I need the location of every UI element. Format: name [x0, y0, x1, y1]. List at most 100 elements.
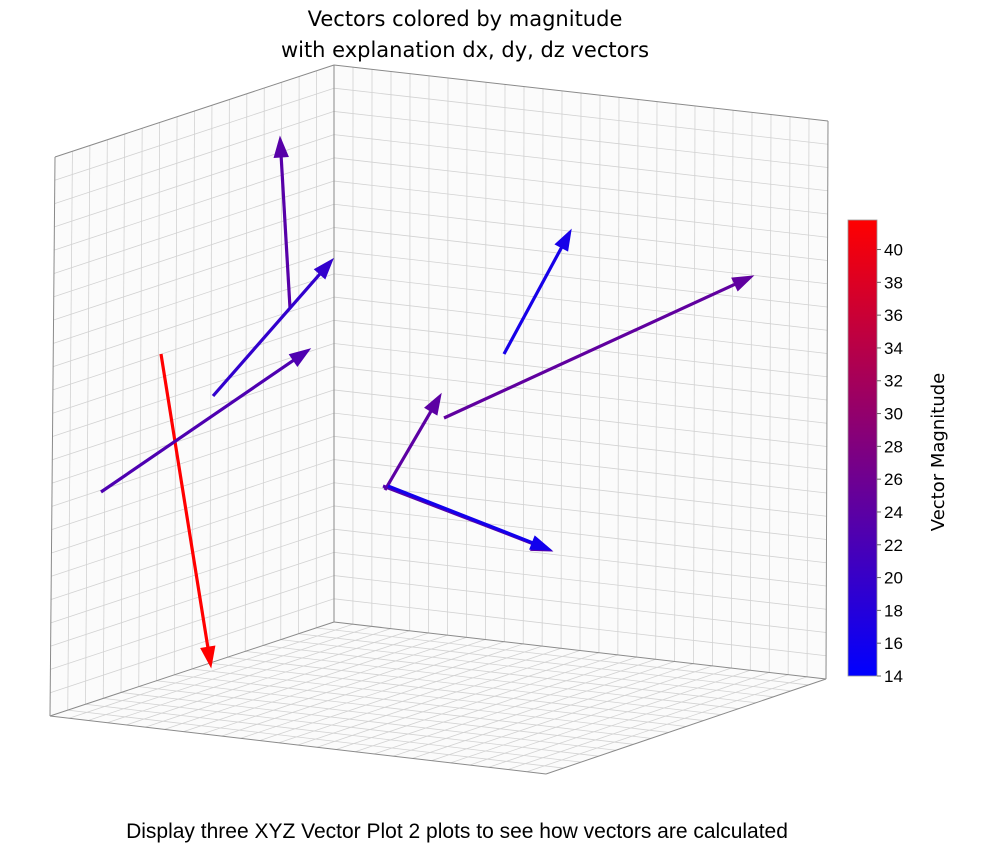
- grid-line: [244, 93, 248, 652]
- grid-line: [107, 628, 391, 724]
- frame-edge: [54, 64, 335, 158]
- plot-walls: [50, 65, 828, 774]
- colorbar-tick-label: 28: [884, 437, 903, 456]
- grid-line: [484, 82, 487, 640]
- vector-arrow: [159, 353, 216, 669]
- colorbar: 14 16 18 20 22 24 26 28 30 32 34 36 38 40 Vector Magn…: [847, 219, 949, 686]
- grid-line: [412, 663, 694, 759]
- colorbar-tick-label: 24: [884, 503, 903, 522]
- vector-shaft: [279, 156, 292, 309]
- vector-arrowhead: [424, 392, 442, 416]
- grid-line: [488, 672, 770, 768]
- grid-line: [469, 669, 751, 766]
- vector-arrow: [383, 392, 442, 491]
- grid-line: [259, 645, 543, 741]
- vector-shaft: [443, 282, 736, 420]
- grid-line: [67, 151, 73, 711]
- grid-line: [712, 108, 715, 666]
- vector-shaft: [159, 353, 210, 648]
- vector-shaft: [387, 484, 533, 545]
- grid-line: [202, 639, 486, 735]
- vector-arrowhead: [288, 348, 312, 367]
- frame-edge: [825, 120, 829, 680]
- grid-line: [173, 116, 178, 675]
- grid-line: [787, 116, 791, 675]
- vector-shaft: [383, 410, 433, 491]
- vector-arrowhead: [554, 228, 572, 252]
- frame-edge: [333, 621, 827, 680]
- grid-line: [393, 661, 675, 757]
- grid-line: [278, 647, 562, 744]
- grid-line: [466, 80, 468, 638]
- grid-line: [431, 665, 713, 761]
- colorbar-tick-label: 38: [884, 273, 903, 292]
- grid-line: [209, 105, 213, 664]
- vector-arrow: [211, 257, 334, 398]
- grid-line: [85, 145, 91, 705]
- grid-line: [156, 122, 161, 681]
- grid-line: [336, 654, 618, 750]
- grid-line: [749, 112, 753, 671]
- grid-line: [138, 128, 143, 687]
- grid-line: [221, 641, 505, 737]
- grid-line: [730, 110, 734, 669]
- vector-shaft: [100, 358, 295, 494]
- grid-line: [579, 92, 582, 651]
- vectors: [100, 135, 755, 669]
- colorbar-tick-label: 40: [884, 241, 903, 260]
- chart-title-line1: Vectors colored by magnitude: [307, 7, 623, 31]
- grid-line: [636, 99, 639, 658]
- grid-lines: [50, 67, 828, 773]
- grid-line: [316, 652, 600, 748]
- vector-shaft: [211, 272, 322, 398]
- grid-line: [541, 88, 544, 647]
- vector-arrowhead: [313, 257, 334, 280]
- frame-edge: [333, 64, 829, 122]
- grid-line: [374, 658, 656, 755]
- grid-line: [68, 623, 354, 719]
- grid-line: [617, 97, 620, 655]
- grid-line: [297, 650, 581, 746]
- plot-frame: [49, 64, 829, 775]
- grid-line: [507, 674, 789, 770]
- vector-arrow: [502, 228, 572, 355]
- vector-arrowhead: [529, 535, 553, 551]
- frame-edge: [49, 715, 547, 775]
- colorbar-tick-label: 32: [884, 372, 903, 391]
- frame-edge: [49, 621, 335, 717]
- grid-line: [598, 95, 601, 653]
- colorbar-tick-label: 16: [884, 634, 903, 653]
- colorbar-ticks: 14 16 18 20 22 24 26 28 30 32 34 36 38 40: [877, 241, 903, 686]
- chart-title: Vectors colored by magnitude with explan…: [165, 4, 765, 66]
- grid-line: [560, 90, 563, 649]
- grid-line: [240, 643, 524, 739]
- colorbar-gradient: [847, 219, 878, 677]
- colorbar-tick-label: 22: [884, 536, 903, 555]
- grid-line: [503, 84, 506, 642]
- colorbar-tick-label: 18: [884, 601, 903, 620]
- colorbar-tick-label: 20: [884, 569, 903, 588]
- colorbar-tick-label: 14: [884, 667, 903, 686]
- grid-line: [768, 114, 772, 673]
- grid-line: [126, 630, 410, 726]
- colorbar-label: Vector Magnitude: [928, 373, 949, 531]
- grid-line: [526, 676, 808, 773]
- chart-title-line2: with explanation dx, dy, dz vectors: [280, 38, 650, 62]
- grid-line: [191, 110, 195, 670]
- vector-arrowhead: [273, 135, 289, 158]
- grid-line: [450, 667, 732, 764]
- grid-line: [806, 118, 810, 677]
- grid-line: [522, 86, 525, 644]
- colorbar-tick-label: 26: [884, 470, 903, 489]
- grid-line: [102, 139, 108, 699]
- vector-arrow: [387, 484, 553, 551]
- grid-line: [183, 636, 467, 732]
- grid-line: [120, 133, 126, 693]
- grid-line: [164, 634, 448, 730]
- grid-line: [262, 87, 265, 646]
- vector-arrowhead: [200, 645, 216, 669]
- frame-edge: [49, 156, 56, 717]
- frame-edge: [545, 678, 827, 775]
- colorbar-tick-label: 34: [884, 339, 903, 358]
